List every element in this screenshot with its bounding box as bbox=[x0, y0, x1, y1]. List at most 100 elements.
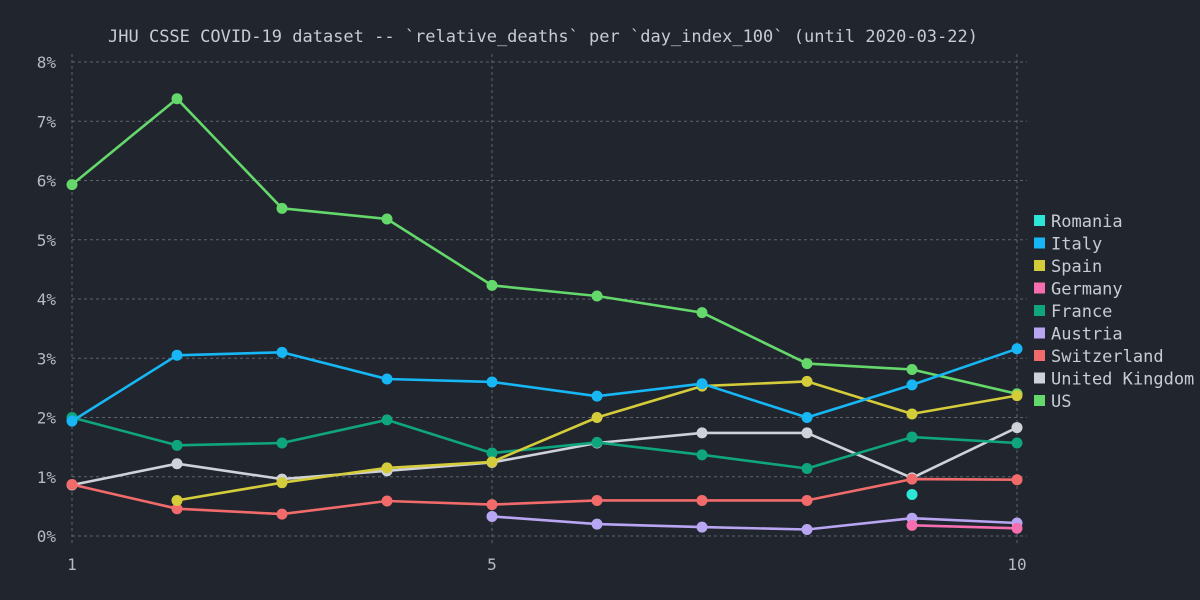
y-tick-label: 1% bbox=[37, 468, 57, 487]
legend-item-united-kingdom: United Kingdom bbox=[1034, 370, 1194, 390]
y-tick-label: 0% bbox=[37, 527, 57, 546]
series-spain bbox=[171, 375, 1023, 506]
data-point-spain bbox=[591, 412, 603, 423]
y-tick-label: 5% bbox=[37, 231, 57, 250]
x-tick-label: 1 bbox=[67, 555, 77, 574]
legend-swatch bbox=[1034, 327, 1045, 339]
y-tick-label: 4% bbox=[37, 290, 57, 309]
data-point-switzerland bbox=[381, 495, 393, 507]
data-point-united-kingdom bbox=[1011, 422, 1023, 434]
data-point-us bbox=[906, 364, 918, 376]
legend-label: United Kingdom bbox=[1051, 370, 1194, 390]
legend-item-spain: Spain bbox=[1034, 257, 1102, 277]
legend-swatch bbox=[1034, 237, 1045, 249]
series-germany bbox=[906, 519, 1023, 534]
legend-item-romania: Romania bbox=[1034, 212, 1123, 232]
data-point-switzerland bbox=[696, 494, 708, 506]
legend-label: Italy bbox=[1051, 235, 1102, 255]
data-point-romania bbox=[906, 489, 918, 501]
series-line-switzerland bbox=[70, 477, 1019, 516]
legend-swatch bbox=[1034, 395, 1045, 406]
x-tick-label: 10 bbox=[1007, 555, 1026, 574]
data-point-us bbox=[696, 307, 708, 319]
y-tick-label: 3% bbox=[37, 349, 57, 368]
data-point-switzerland bbox=[591, 494, 603, 506]
legend-swatch bbox=[1034, 305, 1045, 316]
series-austria bbox=[486, 510, 1023, 535]
series-line-italy bbox=[70, 347, 1019, 423]
data-point-us bbox=[66, 179, 78, 191]
series-layer bbox=[66, 93, 1023, 535]
data-point-austria bbox=[486, 510, 498, 522]
data-point-italy bbox=[591, 390, 603, 402]
data-point-france bbox=[1011, 437, 1023, 449]
series-romania bbox=[906, 489, 918, 501]
data-point-united-kingdom bbox=[696, 427, 708, 439]
data-point-france bbox=[276, 437, 288, 449]
legend-label: France bbox=[1051, 302, 1112, 322]
data-point-spain bbox=[801, 375, 813, 387]
data-point-switzerland bbox=[801, 494, 813, 506]
data-point-italy bbox=[381, 373, 393, 385]
data-point-france bbox=[906, 431, 918, 443]
legend-label: US bbox=[1051, 392, 1071, 412]
data-point-france bbox=[171, 439, 183, 451]
data-point-france bbox=[381, 414, 393, 426]
data-point-united-kingdom bbox=[801, 427, 813, 439]
data-point-italy bbox=[276, 346, 288, 358]
legend-label: Romania bbox=[1051, 212, 1123, 232]
data-point-switzerland bbox=[276, 508, 288, 520]
legend-label: Austria bbox=[1051, 325, 1123, 345]
data-point-spain bbox=[171, 494, 183, 506]
legend-item-us: US bbox=[1034, 392, 1071, 412]
data-point-italy bbox=[906, 379, 918, 391]
data-point-spain bbox=[381, 462, 393, 474]
data-point-spain bbox=[906, 408, 918, 420]
data-point-france bbox=[486, 447, 498, 459]
legend-swatch bbox=[1034, 215, 1045, 226]
legend-item-austria: Austria bbox=[1034, 325, 1123, 345]
legend-swatch bbox=[1034, 260, 1045, 271]
data-point-germany bbox=[1011, 522, 1023, 534]
y-tick-label: 8% bbox=[37, 53, 57, 72]
y-tick-label: 2% bbox=[37, 409, 57, 428]
legend-label: Switzerland bbox=[1051, 347, 1164, 367]
legend-label: Spain bbox=[1051, 257, 1102, 277]
data-point-italy bbox=[696, 378, 708, 390]
data-point-spain bbox=[486, 456, 498, 468]
data-point-spain bbox=[276, 477, 288, 489]
x-tick-label: 5 bbox=[487, 555, 497, 574]
data-point-united-kingdom bbox=[171, 458, 183, 470]
data-point-italy bbox=[486, 376, 498, 388]
series-line-germany bbox=[910, 523, 1019, 530]
data-point-france bbox=[696, 449, 708, 461]
legend-swatch bbox=[1034, 372, 1045, 384]
data-point-italy bbox=[171, 349, 183, 361]
y-tick-label: 7% bbox=[37, 112, 57, 131]
data-point-us bbox=[276, 202, 288, 214]
axis-ticks: 0% 1% 2% 3% 4% 5% 6% 7% 8% 1 5 10 bbox=[37, 53, 1027, 574]
series-italy bbox=[66, 343, 1023, 427]
legend-label: Germany bbox=[1051, 280, 1123, 300]
series-united-kingdom bbox=[66, 422, 1023, 491]
series-line-france bbox=[70, 416, 1019, 470]
data-point-italy bbox=[801, 412, 813, 423]
series-line-austria bbox=[490, 515, 1019, 531]
data-point-france bbox=[801, 462, 813, 474]
data-point-italy bbox=[66, 415, 78, 427]
data-point-spain bbox=[1011, 390, 1023, 402]
data-point-germany bbox=[906, 519, 918, 531]
data-point-us bbox=[591, 290, 603, 302]
data-point-switzerland bbox=[171, 503, 183, 515]
legend-item-france: France bbox=[1034, 302, 1112, 322]
series-switzerland bbox=[66, 473, 1023, 520]
data-point-us bbox=[801, 358, 813, 370]
legend-item-germany: Germany bbox=[1034, 280, 1123, 300]
data-point-austria bbox=[591, 518, 603, 530]
legend-swatch bbox=[1034, 350, 1045, 361]
legend-swatch bbox=[1034, 282, 1045, 294]
legend-item-italy: Italy bbox=[1034, 235, 1102, 255]
